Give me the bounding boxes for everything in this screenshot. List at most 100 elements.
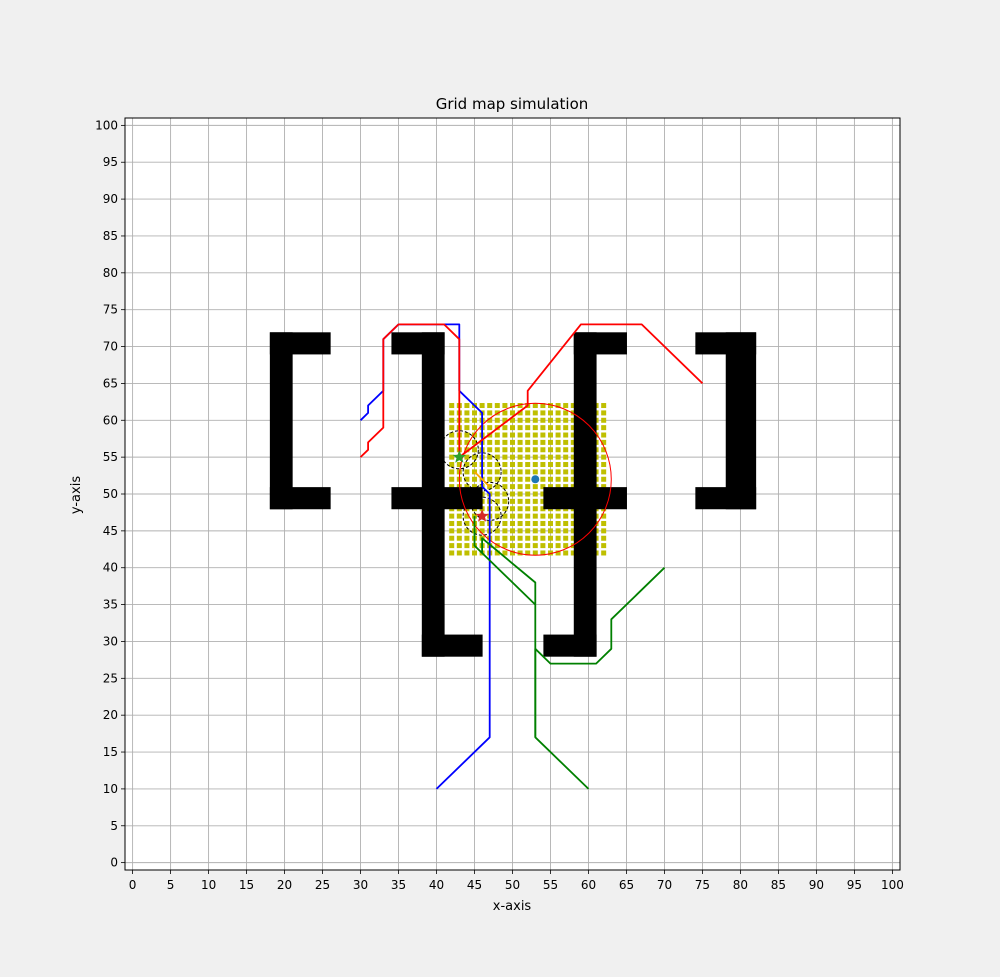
- path-line: [473, 471, 491, 488]
- explored-cell: [479, 528, 485, 534]
- explored-cell: [547, 476, 553, 482]
- explored-cell: [472, 550, 478, 556]
- obstacle-block: [573, 332, 627, 355]
- explored-cell: [555, 454, 561, 460]
- x-tick-label: 5: [167, 878, 175, 892]
- explored-cell: [547, 410, 553, 416]
- explored-cell: [502, 550, 508, 556]
- y-tick-label: 50: [103, 487, 118, 501]
- x-tick-label: 15: [239, 878, 254, 892]
- explored-cell: [510, 425, 515, 431]
- y-axis-label: y-axis: [69, 476, 84, 514]
- explored-cell: [510, 417, 515, 423]
- x-tick-label: 100: [881, 878, 904, 892]
- explored-cell: [517, 454, 523, 460]
- explored-cell: [517, 447, 523, 453]
- explored-cell: [487, 484, 493, 490]
- explored-cell: [472, 469, 478, 475]
- explored-cell: [464, 410, 470, 416]
- explored-cell: [502, 425, 508, 431]
- x-tick-label: 20: [277, 878, 292, 892]
- obstacle-block: [269, 487, 331, 510]
- explored-cell: [456, 513, 462, 519]
- explored-cell: [510, 543, 515, 549]
- explored-cell: [563, 447, 569, 453]
- explored-cell: [532, 462, 538, 468]
- y-tick-label: 10: [103, 782, 118, 796]
- explored-cell: [601, 513, 607, 519]
- explored-cell: [472, 454, 478, 460]
- x-tick-label: 80: [733, 878, 748, 892]
- explored-cell: [502, 439, 508, 445]
- explored-cell: [525, 491, 531, 497]
- explored-cell: [479, 403, 485, 409]
- explored-cell: [494, 506, 500, 512]
- x-tick-label: 55: [543, 878, 558, 892]
- explored-cell: [472, 425, 478, 431]
- explored-cell: [472, 476, 478, 482]
- explored-cell: [563, 432, 569, 438]
- explored-cell: [570, 439, 576, 445]
- y-tick-label: 0: [110, 856, 118, 870]
- explored-cell: [464, 535, 470, 541]
- y-tick-label: 70: [103, 340, 118, 354]
- explored-cell: [563, 513, 569, 519]
- explored-cell: [547, 528, 553, 534]
- x-tick-label: 90: [809, 878, 824, 892]
- explored-cell: [525, 425, 531, 431]
- explored-cell: [570, 454, 576, 460]
- explored-cell: [449, 543, 455, 549]
- explored-cell: [449, 513, 455, 519]
- explored-cell: [494, 476, 500, 482]
- y-tick-label: 85: [103, 229, 118, 243]
- explored-cell: [532, 447, 538, 453]
- explored-cell: [494, 403, 500, 409]
- obstacle-block: [269, 332, 331, 355]
- plot-area: 0 5 10 15 20 25 30 35 40 45 50 55 60 65 70 75 80 85 90 95 10…: [95, 117, 904, 892]
- explored-cell: [472, 439, 478, 445]
- x-tick-label: 75: [695, 878, 710, 892]
- explored-cell: [502, 462, 508, 468]
- explored-cell: [601, 528, 607, 534]
- explored-cell: [540, 506, 546, 512]
- explored-cell: [601, 469, 607, 475]
- explored-cell: [510, 528, 515, 534]
- explored-cell: [502, 543, 508, 549]
- explored-cell: [449, 439, 455, 445]
- explored-cell: [547, 484, 553, 490]
- explored-cell: [540, 520, 546, 526]
- explored-cell: [517, 484, 523, 490]
- explored-cell: [479, 520, 485, 526]
- path-line: [359, 323, 491, 790]
- explored-cell: [540, 528, 546, 534]
- explored-cell: [487, 476, 493, 482]
- explored-cell: [449, 484, 455, 490]
- explored-cell: [494, 432, 500, 438]
- explored-cell: [570, 513, 576, 519]
- explored-cell: [525, 476, 531, 482]
- explored-cell: [525, 469, 531, 475]
- explored-cell: [517, 535, 523, 541]
- explored-cell: [525, 535, 531, 541]
- explored-cell: [563, 403, 569, 409]
- explored-cell: [472, 410, 478, 416]
- y-tick-label: 55: [103, 450, 118, 464]
- explored-cell: [449, 417, 455, 423]
- explored-cell: [563, 528, 569, 534]
- explored-cell: [532, 454, 538, 460]
- explored-cell: [449, 425, 455, 431]
- explored-cell: [540, 469, 546, 475]
- explored-cell: [547, 439, 553, 445]
- explored-cell: [532, 491, 538, 497]
- explored-cell: [494, 454, 500, 460]
- explored-cell: [540, 513, 546, 519]
- explored-cell: [510, 432, 515, 438]
- explored-cell: [494, 520, 500, 526]
- obstacle-block: [543, 634, 597, 657]
- x-tick-label: 60: [581, 878, 596, 892]
- explored-cell: [532, 506, 538, 512]
- explored-cell: [464, 520, 470, 526]
- x-axis-label: x-axis: [493, 899, 532, 914]
- explored-cell: [449, 476, 455, 482]
